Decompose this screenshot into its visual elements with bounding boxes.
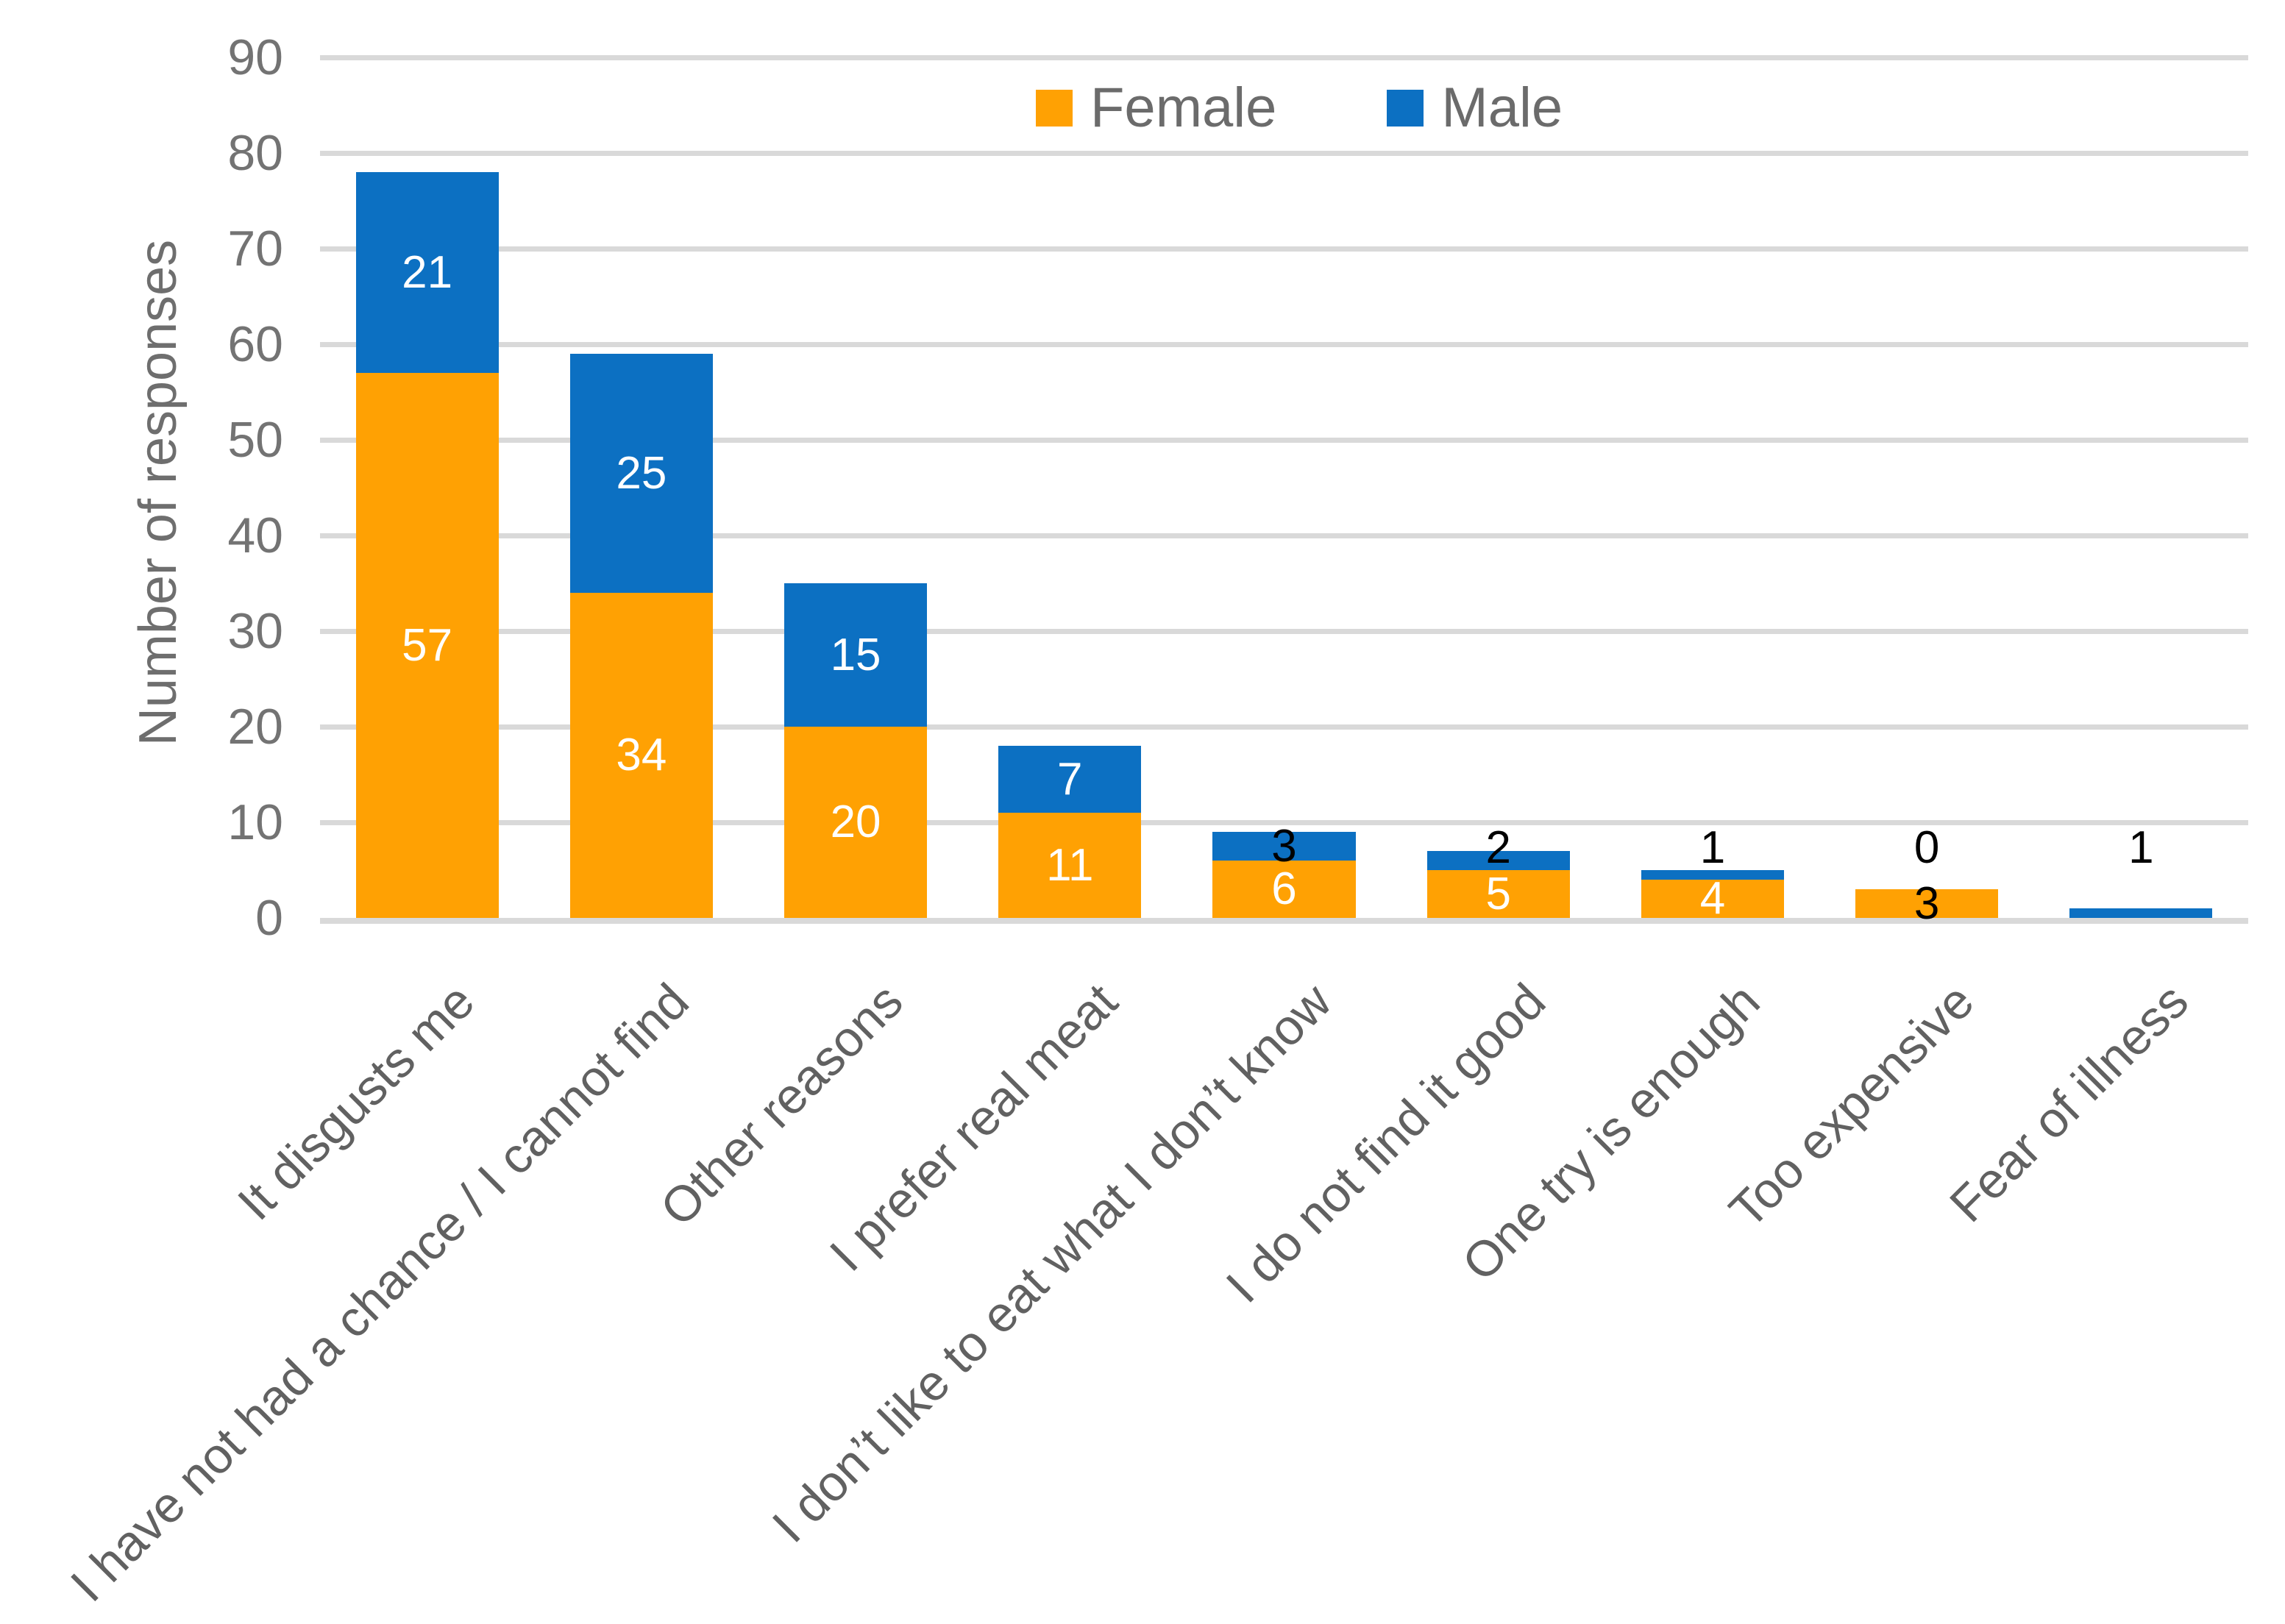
bar-segment-male [1426, 851, 1570, 870]
y-axis-tick-label: 80 [227, 125, 283, 181]
bar-segment-male [1212, 832, 1356, 861]
y-axis-tick-label: 60 [227, 316, 283, 372]
data-label-female: 3 [1913, 877, 1940, 929]
gridline [320, 341, 2248, 347]
y-axis-tick-label: 0 [255, 890, 283, 946]
gridline [320, 533, 2248, 538]
legend-label-male: Male [1441, 76, 1563, 139]
y-axis-tick-label: 10 [227, 794, 283, 850]
gridline [320, 246, 2248, 252]
legend-item-female: Female [1036, 76, 1276, 140]
bar-segment-male [569, 354, 713, 593]
gridline [320, 150, 2248, 156]
bar-segment-female [1426, 870, 1570, 918]
data-label-male: 2 [1485, 822, 1511, 873]
legend-label-female: Female [1090, 76, 1277, 139]
bar-segment-female [998, 813, 1142, 918]
data-label-female: 20 [830, 797, 881, 847]
y-axis-tick-label: 20 [227, 699, 283, 755]
legend-swatch-female-icon [1036, 90, 1073, 127]
y-axis-tick-label: 30 [227, 603, 283, 659]
y-axis-tick-label: 50 [227, 412, 283, 468]
bar-segment-female [569, 593, 713, 918]
data-label-male: 7 [1057, 753, 1083, 805]
x-axis-line [320, 918, 2248, 924]
data-label-male: 15 [830, 629, 881, 680]
data-label-female: 57 [402, 619, 453, 671]
data-label-female: 11 [1046, 839, 1094, 891]
data-label-male: 21 [402, 246, 453, 298]
gridline [320, 628, 2248, 634]
bar-segment-female [1641, 880, 1784, 918]
bar-segment-female [1212, 861, 1356, 918]
bar-segment-male [783, 583, 928, 727]
data-label-female: 5 [1485, 868, 1511, 919]
legend-swatch-male-icon [1387, 90, 1424, 127]
y-axis-tick-label: 40 [227, 508, 283, 563]
bar-segment-female [355, 373, 499, 918]
data-label-female: 4 [1699, 873, 1726, 924]
bar-segment-male [1641, 870, 1784, 880]
y-axis-tick-label: 90 [227, 29, 283, 85]
legend-item-male: Male [1387, 76, 1563, 140]
gridline [320, 437, 2248, 443]
data-label-male: 1 [2128, 822, 2154, 873]
gridline [320, 54, 2248, 60]
data-label-female: 6 [1271, 863, 1297, 914]
y-axis-tick-label: 70 [227, 221, 283, 277]
data-label-male: 3 [1271, 820, 1297, 872]
legend: Female Male [1036, 76, 1563, 140]
gridline [320, 819, 2248, 825]
bar-segment-female [1855, 889, 1999, 918]
gridline [320, 724, 2248, 730]
data-label-male: 1 [1699, 822, 1726, 873]
bar-segment-male [2069, 908, 2213, 918]
data-label-male: 0 [1913, 822, 1940, 873]
bar-segment-male [355, 172, 499, 373]
data-label-male: 25 [616, 447, 667, 499]
bar-segment-female [783, 727, 928, 918]
data-label-female: 34 [616, 730, 667, 780]
bar-segment-male [998, 746, 1142, 813]
